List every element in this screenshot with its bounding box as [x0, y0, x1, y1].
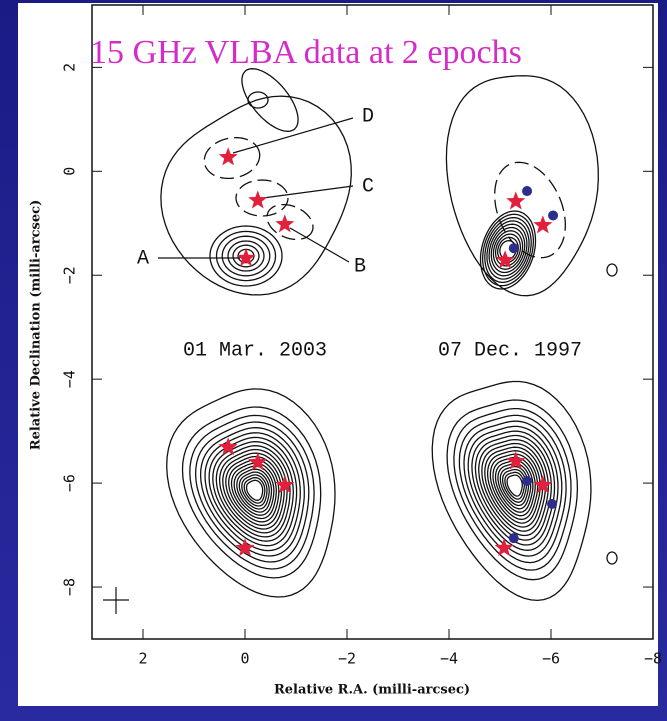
component-label: C	[362, 175, 374, 198]
chart: 15 GHz VLBA data at 2 epochs Relative R.…	[0, 0, 667, 721]
chart-title: 15 GHz VLBA data at 2 epochs	[90, 34, 522, 71]
dot-marker	[509, 533, 519, 543]
x-axis-label: Relative R.A. (milli-arcsec)	[274, 683, 470, 698]
x-tick-label: −2	[338, 650, 356, 668]
x-tick-label: 0	[240, 650, 249, 668]
dot-marker	[548, 210, 558, 220]
dot-marker	[509, 243, 519, 253]
y-tick-label: −4	[61, 370, 79, 388]
x-tick-label: −6	[542, 650, 560, 668]
y-tick-label: −6	[61, 474, 79, 492]
x-tick-label: −8	[644, 650, 662, 668]
x-tick-label: 2	[138, 650, 147, 668]
component-label: A	[137, 247, 149, 270]
component-label: D	[362, 105, 374, 128]
y-tick-label: 0	[61, 167, 79, 176]
y-axis-label: Relative Declination (milli-arcsec)	[29, 200, 44, 450]
x-tick-label: −4	[440, 650, 458, 668]
dot-marker	[547, 499, 557, 509]
epoch-label: 07 Dec. 1997	[438, 339, 582, 362]
y-tick-label: −2	[61, 266, 79, 284]
y-tick-label: −8	[61, 578, 79, 596]
epoch-label: 01 Mar. 2003	[183, 339, 327, 362]
dot-marker	[522, 186, 532, 196]
y-tick-label: 2	[61, 63, 79, 72]
dot-marker	[522, 476, 532, 486]
component-label: B	[354, 255, 366, 278]
